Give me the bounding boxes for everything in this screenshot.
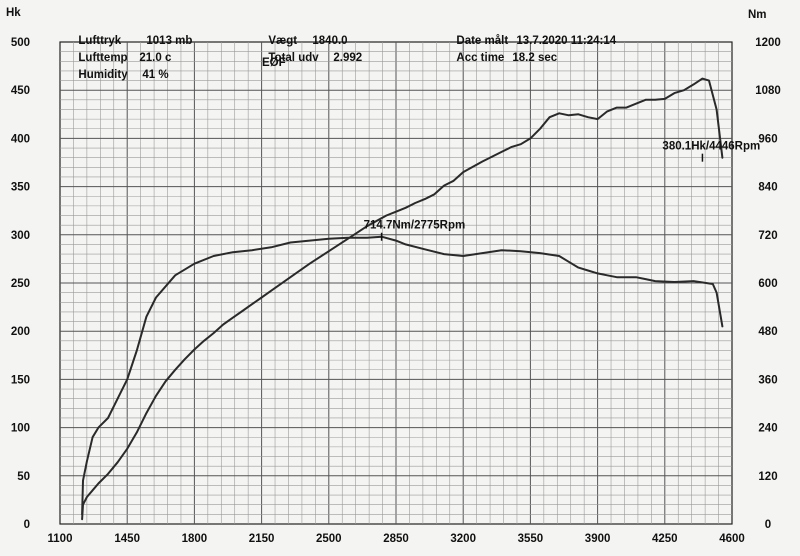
x-tick-label: 2500 — [316, 533, 342, 545]
torque-curve — [81, 235, 724, 516]
humidity-row: Humidity 41 % — [72, 57, 169, 81]
weight-value: 1840.0 — [312, 35, 348, 47]
grid — [60, 42, 732, 524]
x-tick-label: 3900 — [585, 533, 611, 545]
y-right-tick-label: 720 — [758, 230, 777, 242]
y-left-tick-label: 200 — [11, 326, 30, 338]
pressure-value: 1013 mb — [146, 35, 193, 47]
temp-row: Lufttemp 21.0 c — [72, 40, 171, 64]
x-tick-label: 3200 — [450, 533, 476, 545]
x-tick-label: 3550 — [518, 533, 544, 545]
date-label: Date målt — [456, 35, 509, 47]
y-left-tick-label: 300 — [11, 230, 30, 242]
x-tick-label: 4600 — [719, 533, 745, 545]
y-left-tick-label: 0 — [24, 519, 30, 531]
y-right-tick-label: 480 — [758, 326, 777, 338]
series-lines — [81, 77, 724, 521]
date-row: Date målt 13.7.2020 11:24:14 — [450, 23, 616, 47]
y-left-tick-label: 50 — [17, 471, 30, 483]
y-right-tick-label: 240 — [758, 423, 777, 435]
y-left-tick-label: 150 — [11, 374, 30, 386]
y-right-tick-label: 360 — [758, 374, 777, 386]
weight-row: Vægt 1840.0 — [262, 23, 348, 47]
annotation-label: 380.1Hk/4446Rpm — [662, 141, 760, 153]
humidity-value: 41 % — [142, 69, 169, 81]
y-right-tick-label: 600 — [758, 278, 777, 290]
x-tick-label: 2150 — [249, 533, 275, 545]
date-value: 13.7.2020 11:24:14 — [516, 35, 617, 47]
y-left-tick-label: 350 — [11, 182, 30, 194]
y-right-tick-label: 1200 — [755, 37, 781, 49]
y-right-tick-labels: 0 120 240 360 480 600 720 840 960 1080 1200 — [755, 37, 781, 531]
y-left-tick-label: 100 — [11, 423, 30, 435]
x-tick-labels: 1100 1450 1800 2150 2500 2850 3200 3550 3900 4250… — [48, 533, 745, 545]
y-right-tick-label: 960 — [758, 133, 777, 145]
y-left-tick-label: 250 — [11, 278, 30, 290]
y-right-tick-label: 0 — [765, 519, 771, 531]
mode-label: EØF — [262, 57, 286, 69]
left-unit-label: Hk — [6, 7, 21, 19]
y-left-tick-label: 450 — [11, 85, 30, 97]
x-tick-label: 1450 — [114, 533, 140, 545]
gear-label: Total udv — [268, 52, 319, 64]
weight-label: Vægt — [268, 35, 298, 47]
humidity-label: Humidity — [78, 69, 128, 81]
acc-value: 18.2 sec — [512, 52, 558, 64]
x-tick-label: 2850 — [383, 533, 409, 545]
y-left-tick-label: 500 — [11, 37, 30, 49]
pressure-label: Lufttryk — [78, 35, 122, 47]
annotation-label: 714.7Nm/2775Rpm — [364, 220, 466, 232]
acc-row: Acc time 18.2 sec — [450, 40, 557, 64]
x-tick-label: 1100 — [48, 533, 73, 545]
y-left-tick-label: 400 — [11, 133, 30, 145]
right-unit-label: Nm — [748, 9, 767, 21]
annotations: 714.7Nm/2775Rpm 380.1Hk/4446Rpm — [364, 141, 760, 241]
acc-label: Acc time — [456, 52, 505, 64]
y-right-tick-label: 840 — [758, 182, 777, 194]
pressure-row: Lufttryk 1013 mb — [72, 23, 192, 47]
x-tick-label: 1800 — [182, 533, 208, 545]
y-right-tick-label: 120 — [758, 471, 777, 483]
temp-label: Lufttemp — [78, 52, 128, 64]
y-right-tick-label: 1080 — [755, 85, 781, 97]
power-curve — [81, 77, 724, 521]
x-tick-label: 4250 — [652, 533, 678, 545]
y-left-tick-labels: 0 50 100 150 200 250 300 350 400 450 500 — [11, 37, 30, 531]
temp-value: 21.0 c — [139, 52, 172, 64]
gear-row: Total udv 2.992 — [262, 40, 362, 64]
gear-value: 2.992 — [333, 52, 363, 64]
